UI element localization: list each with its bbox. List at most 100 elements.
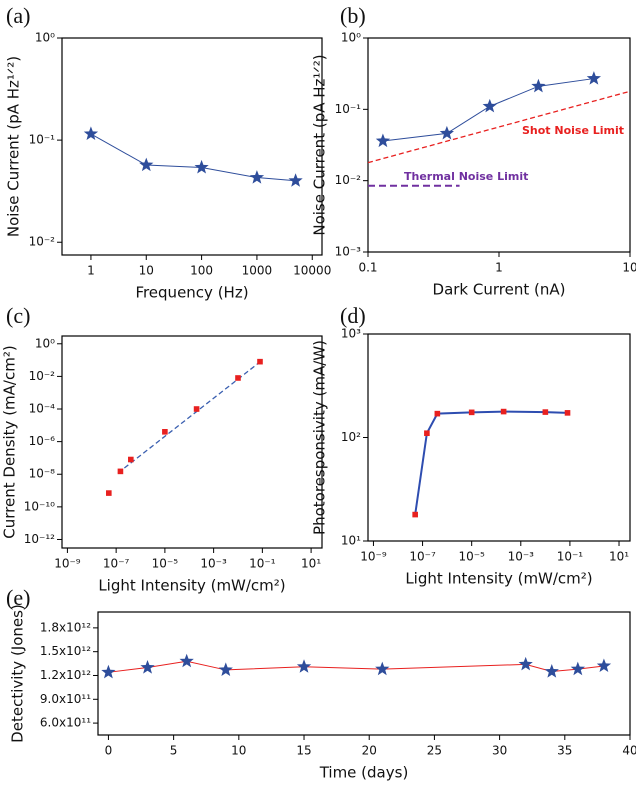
x-tick-label: 30	[492, 744, 507, 758]
x-tick-label: 0	[105, 744, 113, 758]
x-tick-label: 1	[495, 261, 503, 275]
series-line	[414, 410, 568, 515]
x-tick-label: 10⁻³	[508, 550, 535, 564]
x-tick-label: 15	[296, 744, 311, 758]
marker	[468, 409, 475, 416]
marker	[194, 159, 209, 174]
x-tick-label: 10⁻⁹	[54, 557, 81, 571]
y-tick-label: 6.0x10¹¹	[40, 716, 91, 730]
marker	[179, 653, 194, 668]
plot-frame	[367, 333, 631, 542]
marker	[482, 98, 497, 113]
marker	[101, 664, 116, 679]
x-tick-label: 10⁻⁷	[409, 550, 436, 564]
x-tick-label: 40	[622, 744, 636, 758]
y-tick-label: 10⁻⁸	[29, 467, 56, 481]
panel-label: (c)	[6, 303, 30, 328]
panel-label: (e)	[6, 585, 30, 610]
y-tick-label: 10²	[341, 430, 361, 444]
marker	[596, 658, 612, 672]
y-tick-label: 10⁻¹⁰	[24, 499, 55, 513]
y-tick-label: 10⁰	[341, 31, 361, 45]
marker	[249, 170, 265, 184]
y-tick-label: 10⁰	[35, 336, 55, 350]
marker	[117, 468, 124, 475]
y-tick-label: 10⁻²	[29, 369, 56, 383]
x-tick-label: 100	[190, 264, 213, 278]
marker	[257, 358, 263, 365]
x-tick-label: 10	[622, 261, 636, 275]
y-axis-label: Detectivity (Jones)	[9, 604, 27, 743]
plot-frame	[97, 611, 631, 736]
marker	[140, 660, 155, 674]
marker	[218, 662, 233, 676]
marker	[193, 406, 200, 412]
marker	[106, 490, 112, 496]
marker	[128, 456, 134, 463]
panel-label: (b)	[340, 3, 366, 28]
y-axis-label: Current Density (mA/cm²)	[1, 345, 19, 538]
x-tick-label: 0.1	[358, 261, 377, 275]
x-axis-label: Dark Current (nA)	[433, 281, 566, 299]
y-tick-label: 9.0x10¹¹	[40, 692, 91, 706]
x-tick-label: 10⁻³	[200, 557, 227, 571]
marker	[296, 659, 312, 673]
annotation: Thermal Noise Limit	[404, 170, 528, 183]
x-tick-label: 10¹	[301, 557, 321, 571]
reference-line	[367, 90, 631, 164]
y-tick-label: 10⁻¹	[335, 102, 362, 116]
panel: (e) 0 5 10 15 20 25 30 35 40 6.0x10¹¹ 9.0x10¹¹ 1.2x1…	[6, 585, 636, 781]
marker	[531, 78, 546, 93]
marker	[500, 408, 507, 415]
y-tick-label: 10⁰	[35, 31, 55, 45]
y-tick-label: 1.2x10¹²	[40, 668, 91, 682]
y-axis-label: Photoresponsivity (mA/W)	[311, 340, 329, 535]
marker	[83, 126, 99, 140]
x-tick-label: 1000	[242, 264, 273, 278]
y-tick-label: 10⁻²	[29, 235, 56, 249]
y-tick-label: 10⁻⁴	[29, 402, 56, 416]
x-tick-label: 10	[231, 744, 246, 758]
marker	[424, 430, 430, 437]
x-axis-label: Time (days)	[319, 764, 409, 782]
x-axis-label: Frequency (Hz)	[135, 284, 248, 302]
marker	[288, 173, 303, 187]
y-tick-label: 10⁻¹²	[24, 532, 55, 546]
y-tick-label: 1.8x10¹²	[40, 620, 91, 634]
x-axis-label: Light Intensity (mW/cm²)	[98, 577, 285, 595]
marker	[544, 664, 559, 678]
marker	[162, 429, 168, 435]
marker	[542, 409, 549, 415]
y-tick-label: 10¹	[341, 534, 361, 548]
panel-label: (d)	[340, 303, 366, 328]
y-axis-label: Noise Current (pA Hz¹ᐟ²)	[311, 54, 329, 235]
x-tick-label: 35	[557, 744, 572, 758]
y-axis-label: Noise Current (pA Hz¹ᐟ²)	[5, 56, 23, 237]
marker	[375, 133, 391, 148]
y-tick-label: 10⁻⁶	[29, 434, 56, 448]
series-line	[90, 133, 296, 182]
x-tick-label: 10⁻¹	[249, 557, 276, 571]
marker	[439, 125, 454, 140]
x-tick-label: 10⁻¹	[557, 550, 584, 564]
x-tick-label: 5	[170, 744, 178, 758]
y-tick-label: 10³	[341, 327, 361, 341]
y-tick-label: 10⁻²	[335, 173, 362, 187]
y-tick-label: 10⁻¹	[29, 133, 56, 147]
marker	[139, 157, 154, 172]
panel: (b) 0.1 1 10 10⁻³ 10⁻² 10⁻¹ 10⁰ Dark Current (nA…	[311, 3, 636, 298]
y-tick-label: 1.5x10¹²	[40, 644, 91, 658]
marker	[518, 656, 533, 671]
marker	[434, 410, 441, 417]
x-tick-label: 10¹	[609, 550, 629, 564]
plot-frame	[61, 335, 323, 549]
x-tick-label: 10⁻⁵	[152, 557, 179, 571]
x-tick-label: 20	[362, 744, 377, 758]
x-tick-label: 1	[87, 264, 95, 278]
x-tick-label: 10⁻⁷	[103, 557, 130, 571]
x-tick-label: 10⁻⁹	[360, 550, 387, 564]
marker	[375, 661, 390, 676]
x-axis-label: Light Intensity (mW/cm²)	[405, 570, 592, 588]
x-tick-label: 10⁻⁵	[458, 550, 485, 564]
